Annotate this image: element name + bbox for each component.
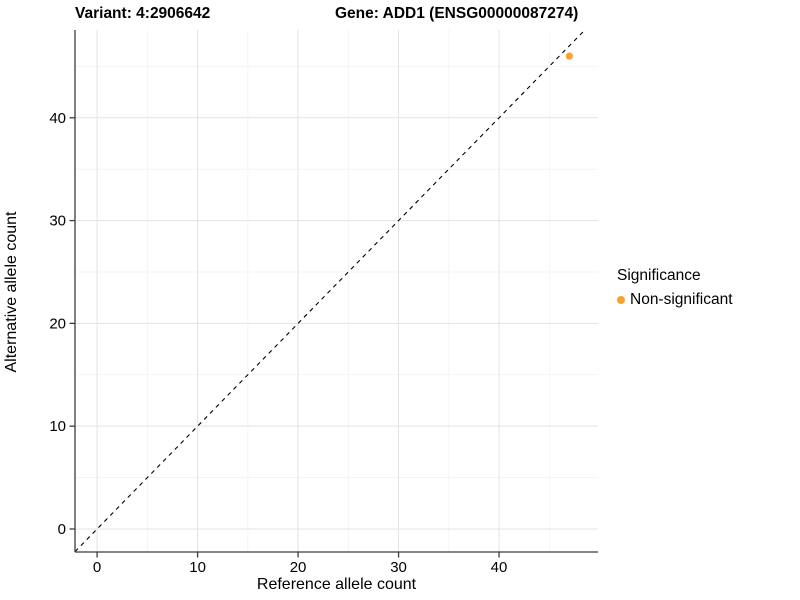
y-tick-label: 20 [49, 315, 66, 332]
y-tick-label: 0 [58, 521, 66, 538]
legend-title: Significance [617, 267, 701, 284]
x-tick-label: 10 [189, 559, 206, 576]
legend-marker-dot-icon [617, 296, 625, 304]
legend-item-non-significant: Non-significant [617, 291, 733, 309]
identity-reference-line [74, 29, 586, 552]
legend: Significance Non-significant [617, 267, 733, 309]
x-tick-label: 0 [93, 559, 101, 576]
data-point [565, 52, 573, 60]
x-tick-label: 30 [390, 559, 407, 576]
x-tick-label: 40 [491, 559, 508, 576]
x-tick-label: 20 [290, 559, 307, 576]
plot-title-variant: Variant: 4:2906642 [75, 5, 211, 22]
legend-item-label: Non-significant [630, 291, 733, 308]
plot-title-gene: Gene: ADD1 (ENSG00000087274) [335, 5, 579, 22]
y-tick-label: 30 [49, 213, 66, 230]
y-axis-title: Alternative allele count [3, 211, 20, 373]
y-tick-label: 10 [49, 418, 66, 435]
x-axis-title: Reference allele count [256, 576, 417, 593]
y-tick-label: 40 [49, 110, 66, 127]
